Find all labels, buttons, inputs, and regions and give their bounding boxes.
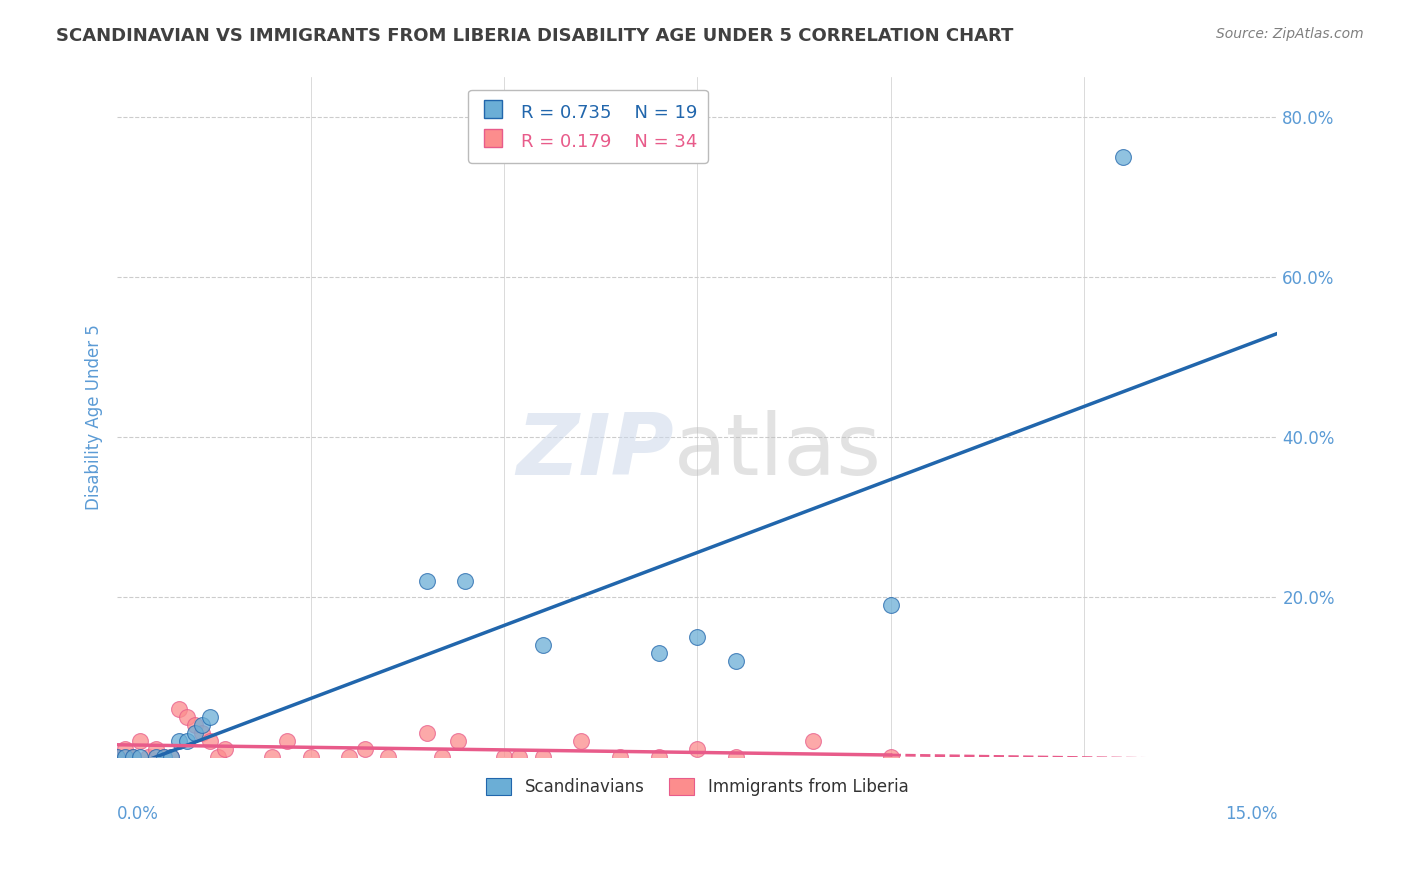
Point <box>160 750 183 764</box>
Text: 0.0%: 0.0% <box>117 805 159 823</box>
Point <box>430 750 453 764</box>
Point <box>454 574 477 588</box>
Point <box>114 750 136 764</box>
Point <box>353 742 375 756</box>
Point <box>1112 150 1135 164</box>
Point <box>198 710 221 724</box>
Point <box>446 734 468 748</box>
Point <box>260 750 283 764</box>
Point <box>879 750 901 764</box>
Point <box>183 718 205 732</box>
Point <box>152 750 174 764</box>
Point <box>531 638 554 652</box>
Point <box>879 598 901 612</box>
Text: Source: ZipAtlas.com: Source: ZipAtlas.com <box>1216 27 1364 41</box>
Point <box>569 734 592 748</box>
Point <box>686 630 709 644</box>
Point <box>105 750 128 764</box>
Point <box>167 702 190 716</box>
Point <box>167 734 190 748</box>
Text: SCANDINAVIAN VS IMMIGRANTS FROM LIBERIA DISABILITY AGE UNDER 5 CORRELATION CHART: SCANDINAVIAN VS IMMIGRANTS FROM LIBERIA … <box>56 27 1014 45</box>
Legend: Scandinavians, Immigrants from Liberia: Scandinavians, Immigrants from Liberia <box>479 772 915 803</box>
Point <box>198 734 221 748</box>
Point <box>136 750 159 764</box>
Point <box>508 750 530 764</box>
Point <box>647 646 669 660</box>
Point <box>129 734 152 748</box>
Point <box>207 750 229 764</box>
Point <box>145 750 167 764</box>
Text: ZIP: ZIP <box>516 409 673 492</box>
Point <box>183 726 205 740</box>
Point <box>176 710 198 724</box>
Point <box>377 750 399 764</box>
Point <box>647 750 669 764</box>
Point <box>160 750 183 764</box>
Point <box>415 726 437 740</box>
Point <box>276 734 298 748</box>
Point <box>121 750 143 764</box>
Point <box>105 750 128 764</box>
Point <box>176 734 198 748</box>
Point <box>145 742 167 756</box>
Point <box>121 750 143 764</box>
Point <box>299 750 322 764</box>
Point <box>152 750 174 764</box>
Point <box>214 742 236 756</box>
Point <box>415 574 437 588</box>
Point <box>724 750 747 764</box>
Point <box>114 742 136 756</box>
Point <box>609 750 631 764</box>
Point <box>129 750 152 764</box>
Point <box>686 742 709 756</box>
Text: 15.0%: 15.0% <box>1225 805 1278 823</box>
Point <box>801 734 824 748</box>
Point <box>191 726 214 740</box>
Point <box>337 750 360 764</box>
Point <box>531 750 554 764</box>
Text: atlas: atlas <box>673 409 882 492</box>
Point <box>191 718 214 732</box>
Point <box>724 654 747 668</box>
Point <box>492 750 515 764</box>
Y-axis label: Disability Age Under 5: Disability Age Under 5 <box>86 325 103 510</box>
